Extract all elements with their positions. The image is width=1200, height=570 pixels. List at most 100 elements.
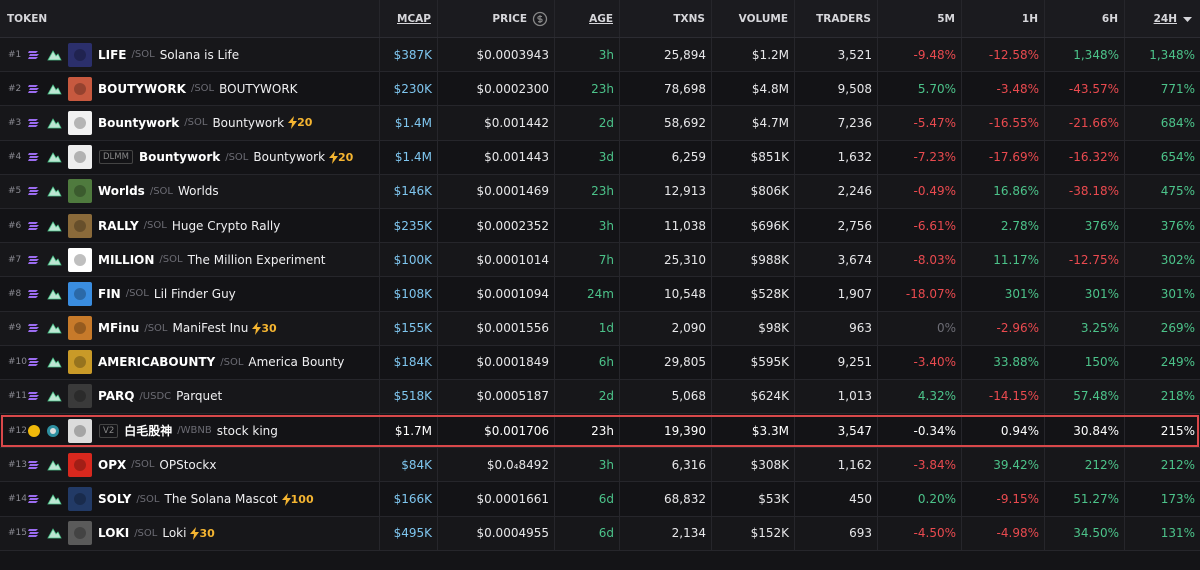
h1-value: 11.17% [993, 252, 1039, 267]
column-header[interactable]: AGE [555, 0, 620, 37]
age-cell: 7h [555, 243, 620, 277]
token-row[interactable]: #11 PARQ/USDC Parquet $518K $0.0005187 2d 5,06… [0, 379, 1200, 415]
price-value: $0.0001469 [476, 184, 549, 199]
h24-value: 684% [1160, 115, 1195, 130]
h6-cell: 34.50% [1045, 516, 1125, 550]
h1-value: -9.15% [996, 492, 1039, 507]
traders-cell: 1,907 [795, 277, 878, 311]
h1-cell: 0.94% [962, 414, 1045, 448]
chain-icons [28, 81, 64, 97]
h24-value: 475% [1160, 184, 1195, 199]
volume-cell: $624K [712, 379, 795, 414]
rank: #7 [8, 254, 22, 265]
token-row[interactable]: #6 RALLY/SOL Huge Crypto Rally $235K $0.0002… [0, 208, 1200, 244]
h6-cell: 57.48% [1045, 379, 1125, 414]
boost-icon [248, 321, 262, 335]
h1-value: 39.42% [993, 457, 1039, 472]
mcap-value: $235K [393, 218, 432, 233]
traders-value: 450 [849, 492, 872, 507]
h6-cell: -21.66% [1045, 106, 1125, 140]
price-cell: $0.0004955 [438, 516, 555, 550]
token-row[interactable]: #1 LIFE/SOL Solana is Life $387K $0.0003943 3… [0, 38, 1200, 73]
token-row[interactable]: #15 LOKI/SOL Loki 30 $495K $0.0004955 6d 2,134 $… [0, 516, 1200, 551]
h1-cell: -4.98% [962, 516, 1045, 550]
column-header[interactable]: 5M [878, 0, 962, 37]
volume-value: $3.3M [751, 423, 789, 438]
traders-cell: 9,251 [795, 345, 878, 379]
column-label: 1H [1021, 12, 1038, 25]
token-row[interactable]: #14 SOLY/SOL The Solana Mascot 100 $166K $0.0… [0, 482, 1200, 517]
token-row[interactable]: #2 BOUTYWORK/SOL BOUTYWORK $230K $0.0002300 2… [0, 72, 1200, 107]
volume-value: $152K [750, 526, 789, 541]
token-row[interactable]: #7 MILLION/SOL The Million Experiment $100K… [0, 243, 1200, 278]
chain-icons [28, 491, 64, 507]
m5-value: 0.20% [917, 492, 956, 507]
traders-cell: 693 [795, 516, 878, 550]
price-cell: $0.0001849 [438, 345, 555, 379]
table-body: #1 LIFE/SOL Solana is Life $387K $0.0003943 3… [0, 38, 1200, 551]
volume-cell: $988K [712, 243, 795, 277]
traders-cell: 1,162 [795, 448, 878, 482]
token-symbol: Bountywork [138, 150, 221, 165]
txns-cell: 29,805 [620, 345, 712, 379]
price-cell: $0.0003943 [438, 38, 555, 72]
column-header[interactable]: MCAP [380, 0, 438, 37]
column-header[interactable]: PRICE [438, 0, 555, 37]
column-header[interactable]: 24H [1125, 0, 1200, 37]
h1-cell: 16.86% [962, 174, 1045, 208]
rank: #5 [8, 186, 22, 197]
volume-value: $595K [750, 355, 789, 370]
h1-cell: -14.15% [962, 379, 1045, 414]
age-value: 6d [598, 526, 614, 541]
m5-value: -6.61% [913, 218, 956, 233]
m5-cell: 0% [878, 311, 962, 345]
token-image [64, 281, 92, 306]
h6-value: 212% [1084, 457, 1119, 472]
token-row[interactable]: #13 OPX/SOL OPStockx $84K $0.0₄8492 3h 6,316 $3… [0, 448, 1200, 483]
token-row[interactable]: #5 Worlds/SOL Worlds $146K $0.0001469 23h 12,9… [0, 174, 1200, 209]
token-row[interactable]: #10 AMERICABOUNTY/SOL America Bounty $184K $… [0, 345, 1200, 380]
chain-icons [28, 149, 64, 165]
token-row[interactable]: #9 MFinu/SOL ManiFest Inu 30 $155K $0.0001556… [0, 311, 1200, 346]
m5-value: -3.40% [913, 355, 956, 370]
h1-cell: 2.78% [962, 208, 1045, 243]
m5-value: -9.48% [913, 47, 956, 62]
rank: #2 [8, 83, 22, 94]
h24-value: 771% [1160, 81, 1195, 96]
h1-value: 301% [1004, 286, 1039, 301]
token-cell: #13 OPX/SOL OPStockx [0, 448, 380, 482]
m5-value: -3.84% [913, 457, 956, 472]
token-name: Loki [162, 526, 187, 541]
column-header[interactable]: 1H [962, 0, 1045, 37]
column-header[interactable]: TRADERS [795, 0, 878, 37]
traders-value: 9,508 [837, 81, 872, 96]
boost-amount: 20 [297, 116, 313, 130]
volume-cell: $98K [712, 311, 795, 345]
h24-cell: 212% [1125, 448, 1200, 481]
traders-cell: 9,508 [795, 72, 878, 106]
column-header[interactable]: TXNS [620, 0, 712, 37]
token-row[interactable]: #4 DLMM Bountywork/SOL Bountywork 20 $1.4M $0.… [0, 140, 1200, 175]
column-label: VOLUME [738, 12, 788, 25]
price-cell: $0.0001014 [438, 243, 555, 277]
volume-value: $528K [750, 286, 789, 301]
token-row[interactable]: #8 FIN/SOL Lil Finder Guy $108K $0.0001094 24… [0, 277, 1200, 312]
m5-value: -4.50% [913, 526, 956, 541]
quote-symbol: /SOL [184, 117, 208, 129]
column-label: PRICE [492, 12, 527, 25]
mcap-cell: $155K [380, 311, 438, 345]
token-name: Huge Crypto Rally [171, 218, 281, 233]
column-header[interactable]: VOLUME [712, 0, 795, 37]
column-header[interactable]: 6H [1045, 0, 1125, 37]
token-row[interactable]: #3 Bountywork/SOL Bountywork 20 $1.4M $0.0014… [0, 106, 1200, 141]
h24-value: 376% [1160, 218, 1195, 233]
token-cell: #9 MFinu/SOL ManiFest Inu 30 [0, 311, 380, 345]
token-cell: #15 LOKI/SOL Loki 30 [0, 516, 380, 550]
h6-value: 301% [1084, 286, 1119, 301]
h6-cell: 212% [1045, 448, 1125, 482]
token-symbol: SOLY [98, 492, 132, 507]
token-row[interactable]: #12 V2 白毛股神/WBNB stock king $1.7M $0.001706 23… [0, 414, 1200, 449]
h24-cell: 302% [1125, 243, 1200, 276]
h1-value: 33.88% [993, 355, 1039, 370]
